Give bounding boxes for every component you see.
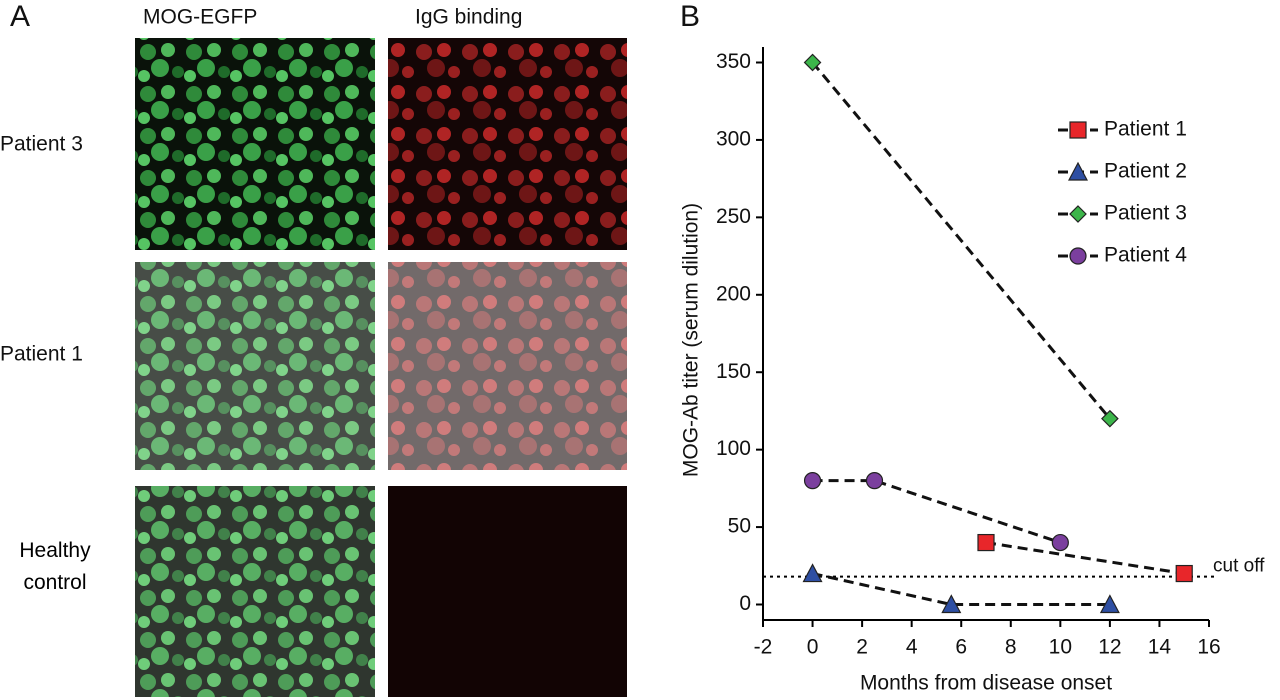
legend-label: Patient 1 [1104, 118, 1187, 141]
y-tick-label: 200 [716, 282, 751, 305]
row-label: Healthy control [19, 539, 91, 594]
legend-label: Patient 2 [1104, 160, 1187, 183]
marker [1175, 564, 1193, 583]
micrograph [135, 486, 375, 697]
marker [941, 594, 962, 614]
marker [803, 53, 822, 72]
y-axis-label: MOG-Ab titer (serum dilution) [680, 203, 703, 477]
y-tick-label: 0 [739, 592, 751, 615]
y-tick-label: 300 [716, 127, 751, 150]
marker [977, 533, 995, 552]
marker [1051, 533, 1069, 552]
x-tick-label: 10 [1049, 636, 1072, 659]
micrograph [135, 262, 375, 470]
legend-marker [1069, 205, 1087, 223]
marker [1101, 409, 1119, 428]
y-tick-label: 350 [716, 50, 751, 73]
x-tick-label: 8 [1005, 636, 1017, 659]
marker [865, 472, 884, 490]
column-header: MOG-EGFP [143, 6, 257, 29]
column-header: IgG binding [415, 6, 522, 29]
x-tick-label: 12 [1098, 636, 1121, 659]
micrograph [388, 486, 627, 697]
row-label: Patient 3 [0, 133, 83, 156]
row-label-box: Healthy control [19, 539, 91, 594]
micrograph [135, 38, 375, 250]
legend-marker [1069, 247, 1087, 265]
x-tick-label: 14 [1148, 636, 1172, 659]
y-tick-label: 250 [716, 205, 751, 228]
cutoff-label: cut off [1213, 556, 1265, 577]
panel-label: B [680, 0, 700, 33]
legend-label: Patient 4 [1104, 244, 1187, 267]
x-tick-label: -2 [754, 636, 773, 659]
row-label: Patient 1 [0, 343, 83, 366]
micrograph [388, 262, 627, 470]
legend-marker [1069, 121, 1087, 139]
x-tick-label: 0 [807, 636, 819, 659]
marker [802, 563, 823, 583]
x-tick-label: 6 [955, 636, 967, 659]
marker [1099, 594, 1120, 614]
y-tick-label: 150 [716, 360, 751, 383]
marker [803, 472, 822, 490]
legend-label: Patient 3 [1104, 202, 1187, 225]
y-tick-label: 100 [716, 437, 751, 460]
panel-label: A [10, 0, 30, 33]
legend-marker [1068, 161, 1088, 181]
x-tick-label: 4 [906, 636, 918, 659]
x-axis-label: Months from disease onset [860, 672, 1112, 695]
series-line [811, 61, 1112, 420]
x-tick-label: 2 [856, 636, 868, 659]
series-line [812, 479, 1061, 544]
series-line [985, 541, 1185, 576]
micrograph [388, 38, 627, 250]
x-tick-label: 16 [1197, 636, 1220, 659]
y-tick-label: 50 [728, 515, 751, 538]
series-line [812, 572, 1110, 607]
